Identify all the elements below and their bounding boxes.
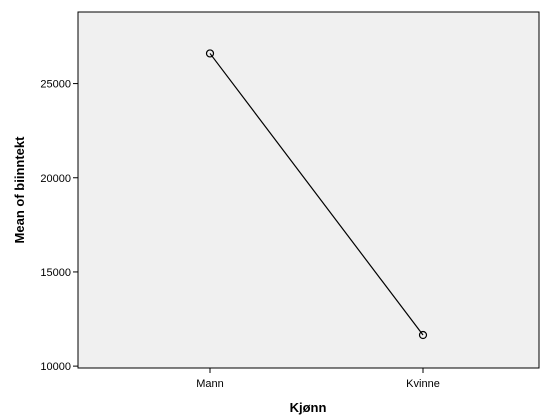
series-line [209, 53, 424, 336]
x-axis-ticks: Mann Kvinne [196, 368, 440, 390]
y-tick-label: 25000 [40, 79, 71, 91]
y-tick-label: 20000 [40, 173, 71, 185]
series-group [205, 49, 428, 340]
y-axis-title: Mean of biinntekt [12, 136, 27, 244]
plot-area [77, 11, 540, 369]
x-axis-title: Kjønn [290, 400, 327, 415]
y-axis-ticks: 10000 15000 20000 25000 [40, 79, 78, 373]
y-tick-label: 15000 [40, 267, 71, 279]
data-point [418, 330, 428, 340]
data-point [205, 49, 215, 58]
x-tick-label: Kvinne [406, 378, 440, 390]
x-tick-label: Mann [196, 378, 224, 390]
y-tick-label: 10000 [40, 361, 71, 373]
